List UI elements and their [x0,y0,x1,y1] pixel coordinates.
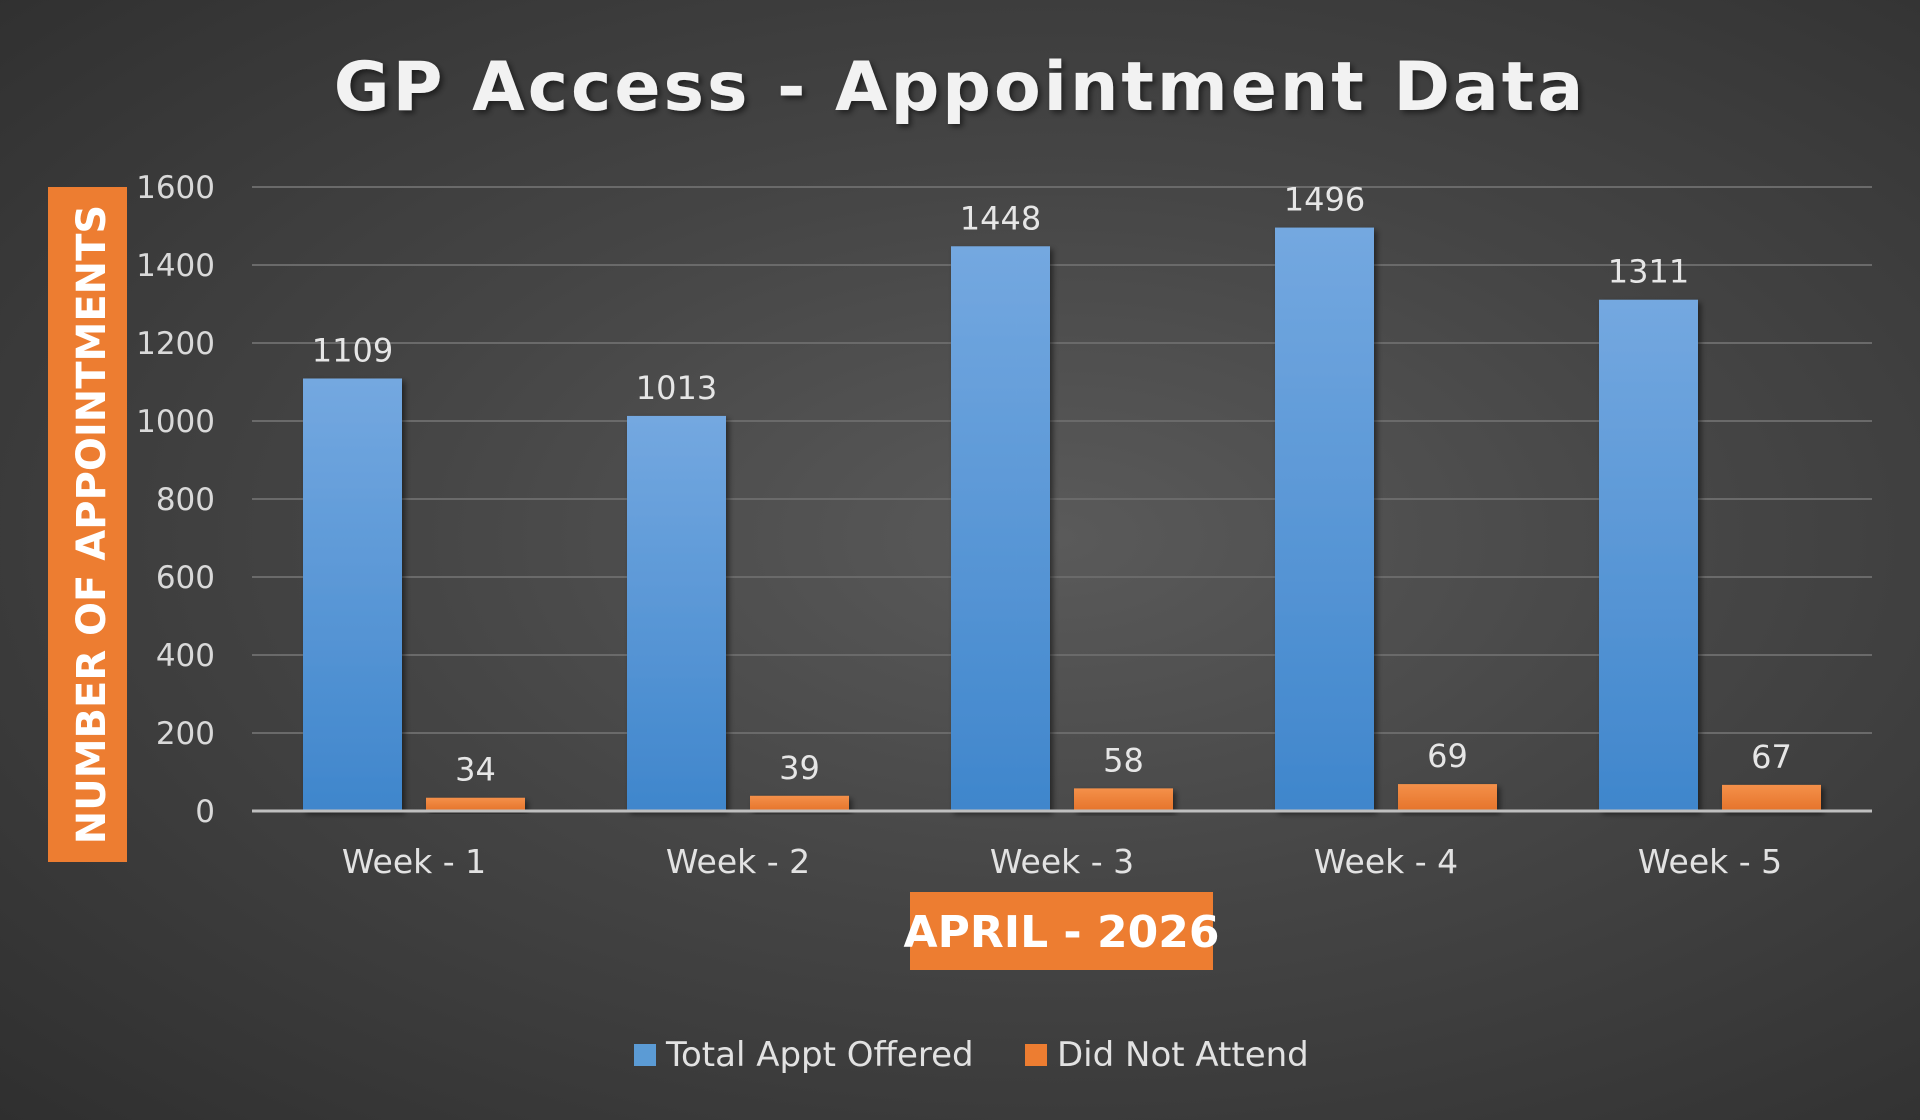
legend-label: Total Appt Offered [665,1035,974,1075]
bar-total-appt-offered [951,246,1050,811]
legend-label: Did Not Attend [1057,1035,1309,1075]
legend: Total Appt Offered Did Not Attend [634,1035,1309,1075]
bar-did-not-attend [750,795,849,811]
data-label: 1311 [1608,253,1689,291]
bar-did-not-attend [1398,784,1497,811]
x-axis-title: APRIL - 2026 [904,892,1220,970]
y-axis-label: NUMBER OF APPOINTMENTS [69,205,115,845]
data-label: 34 [455,751,496,789]
data-label: 1448 [960,199,1041,237]
x-tick-label: Week - 4 [1314,842,1458,881]
legend-swatch [1025,1044,1047,1066]
x-axis-label: APRIL - 2026 [904,907,1220,958]
chart-title: GP Access - Appointment Data [334,48,1586,127]
y-tick-label: 1600 [136,170,215,206]
data-label: 1013 [636,369,717,407]
x-tick-label: Week - 3 [990,842,1134,881]
data-label: 1109 [312,331,393,369]
gridlines [252,186,1872,734]
y-tick-label: 200 [156,716,215,752]
y-tick-label: 800 [156,482,215,518]
x-axis-categories: Week - 1 Week - 2 Week - 3 Week - 4 Week - 5 [342,842,1782,881]
y-axis-ticks: 0 200 400 600 800 1000 1200 1400 1600 [136,170,215,830]
y-tick-label: 400 [156,638,215,674]
y-tick-label: 1400 [136,248,215,284]
y-tick-label: 1000 [136,404,215,440]
y-tick-label: 600 [156,560,215,596]
data-label: 67 [1751,738,1792,776]
legend-item: Did Not Attend [1025,1035,1309,1075]
data-label: 69 [1427,737,1468,775]
bar-total-appt-offered [303,378,402,811]
bar-total-appt-offered [1275,227,1374,811]
data-label: 58 [1103,741,1144,779]
y-tick-label: 0 [195,794,215,830]
bar-total-appt-offered [1599,299,1698,811]
legend-item: Total Appt Offered [634,1035,974,1075]
x-tick-label: Week - 1 [342,842,486,881]
bar-did-not-attend [1074,788,1173,811]
y-axis-title: NUMBER OF APPOINTMENTS [48,187,127,862]
x-tick-label: Week - 2 [666,842,810,881]
bar-did-not-attend [426,797,525,811]
bars [303,227,1821,811]
x-tick-label: Week - 5 [1638,842,1782,881]
bar-did-not-attend [1722,784,1821,811]
data-labels: 1109 34 1013 39 1448 58 1496 69 1311 67 [312,181,1792,789]
bar-total-appt-offered [627,415,726,811]
legend-swatch [634,1044,656,1066]
y-tick-label: 1200 [136,326,215,362]
data-label: 39 [779,749,820,787]
data-label: 1496 [1284,181,1365,219]
